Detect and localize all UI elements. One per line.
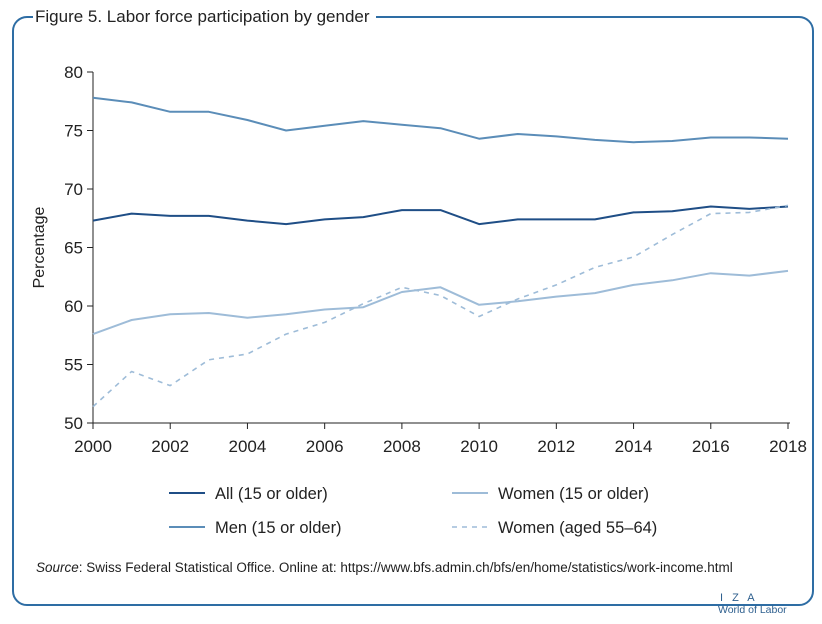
x-tick-label: 2014 [615, 437, 653, 456]
source-text: : Swiss Federal Statistical Office. Onli… [78, 560, 733, 575]
x-tick-label: 2002 [151, 437, 189, 456]
x-tick-label: 2010 [460, 437, 498, 456]
x-tick-label: 2012 [537, 437, 575, 456]
line-chart: 50 55 60 65 70 75 80 2000 2002 2004 2006 2008 2010 20… [31, 63, 807, 537]
x-tick-label: 2000 [74, 437, 112, 456]
x-tick-label: 2006 [306, 437, 344, 456]
figure-title: Figure 5. Labor force participation by g… [33, 7, 376, 27]
legend-label-women: Women (15 or older) [498, 485, 649, 503]
series-line-all [92, 205, 789, 226]
y-axis-title: Percentage [31, 206, 48, 288]
y-tick-label: 65 [64, 239, 83, 258]
y-tick-label: 60 [64, 297, 83, 316]
frame-border [12, 16, 814, 606]
legend-label-women_55_64: Women (aged 55–64) [498, 519, 657, 537]
x-tick-label: 2004 [229, 437, 267, 456]
x-tick-label: 2018 [769, 437, 807, 456]
series-line-men [92, 96, 789, 144]
y-tick-label: 75 [64, 122, 83, 141]
series-line-women_55_64 [92, 204, 789, 408]
y-tick-label: 50 [64, 414, 83, 433]
logo-line-1: I Z A [720, 592, 758, 604]
y-tick-label: 80 [64, 63, 83, 82]
source-label: Source [36, 560, 79, 575]
legend-label-all: All (15 or older) [215, 485, 328, 503]
iza-logo: I Z A World of Labor [718, 592, 798, 617]
series-line-women [92, 269, 789, 336]
logo-line-2: World of Labor [718, 604, 787, 616]
y-tick-label: 70 [64, 180, 83, 199]
y-tick-label: 55 [64, 356, 83, 375]
x-tick-label: 2016 [692, 437, 730, 456]
legend-label-men: Men (15 or older) [215, 519, 342, 537]
x-tick-label: 2008 [383, 437, 421, 456]
source-note: Source: Swiss Federal Statistical Office… [36, 560, 733, 575]
